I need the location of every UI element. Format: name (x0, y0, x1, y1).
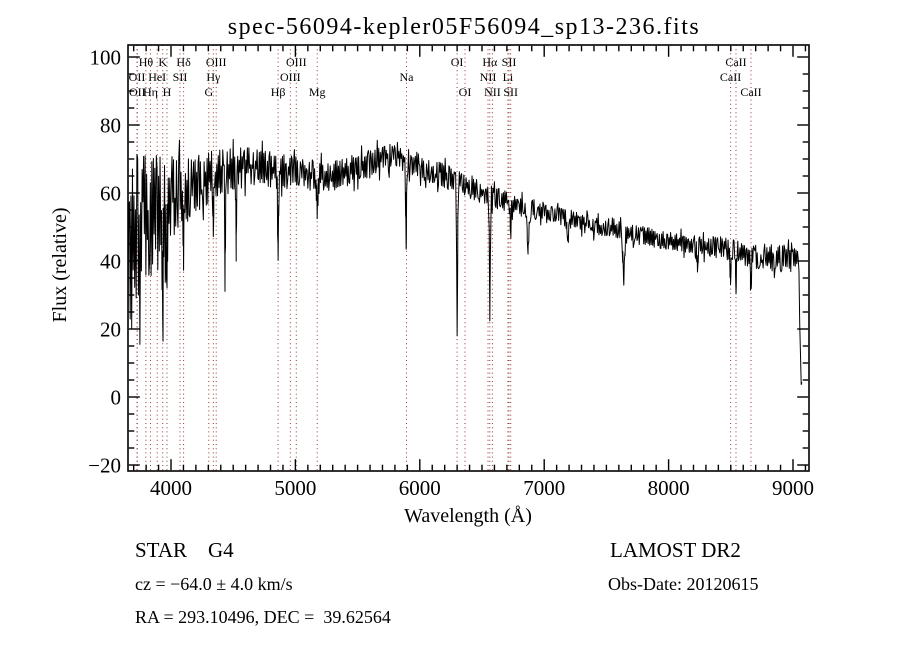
spectral-line-label: Hη (143, 85, 158, 99)
spectral-line-label: OIII (280, 70, 301, 84)
spectral-line-label: CaII (740, 85, 761, 99)
y-tick-label: 20 (100, 317, 121, 341)
y-tick-label: 80 (100, 113, 121, 137)
spectral-line-label: SII (173, 70, 188, 84)
spectral-line-label: CaII (725, 55, 746, 69)
object-class-label: STAR G4 (135, 538, 234, 562)
spectral-line-label: Hα (482, 55, 498, 69)
spectral-line-label: H (163, 85, 172, 99)
spectrum-trace (127, 138, 803, 385)
spectral-line-label: Hβ (271, 85, 286, 99)
spectral-line-label: OIII (206, 55, 227, 69)
x-tick-label: 7000 (523, 476, 565, 500)
cz-label: cz = −64.0 ± 4.0 km/s (135, 574, 293, 594)
y-axis-title: Flux (relative) (49, 208, 71, 323)
spectral-line-label: SII (503, 85, 518, 99)
spectral-line-label: HeI (148, 70, 166, 84)
spectral-line-label: Hδ (176, 55, 191, 69)
spectral-line-label: OII (129, 85, 146, 99)
axes (127, 44, 810, 472)
x-tick-label: 4000 (150, 476, 192, 500)
y-tick-label: 0 (111, 385, 122, 409)
y-tick-label: 60 (100, 181, 121, 205)
x-tick-label: 6000 (399, 476, 441, 500)
y-tick-label: 40 (100, 249, 121, 273)
spectral-line-label: NII (480, 70, 497, 84)
x-tick-label: 8000 (648, 476, 690, 500)
spectral-line-markers (136, 45, 752, 471)
spectral-line-label: OI (451, 55, 464, 69)
spectral-line-label: Hγ (206, 70, 221, 84)
x-axis-title: Wavelength (Å) (404, 505, 532, 527)
y-tick-label: 100 (90, 45, 122, 69)
x-tick-label: 5000 (274, 476, 316, 500)
spectrum-path (127, 138, 803, 385)
spectral-line-label: Hθ (139, 55, 154, 69)
spectral-line-label: OII (129, 70, 146, 84)
tick-labels: 4000 5000 6000 7000 8000 9000 −20 0 20 40 60 80 100 (88, 45, 814, 500)
ra-dec-label: RA = 293.10496, DEC = 39.62564 (135, 607, 391, 627)
survey-label: LAMOST DR2 (610, 538, 741, 562)
spectral-line-label: K (158, 55, 167, 69)
spectral-line-label: Li (503, 70, 514, 84)
x-tick-label: 9000 (772, 476, 814, 500)
obs-date-label: Obs-Date: 20120615 (608, 574, 758, 594)
spectral-line-label: NII (484, 85, 501, 99)
spectral-line-label: OI (459, 85, 472, 99)
spectral-line-label: SII (502, 55, 517, 69)
plot-frame (127, 44, 810, 472)
y-tick-label: −20 (88, 453, 121, 477)
spectral-line-label: G (204, 85, 213, 99)
spectral-line-label: OIII (286, 55, 307, 69)
spectral-line-label: CaII (720, 70, 741, 84)
spectral-line-label: Mg (309, 85, 326, 99)
spectral-line-label: Na (400, 70, 415, 84)
figure-title: spec-56094-kepler05F56094_sp13-236.fits (228, 14, 700, 40)
